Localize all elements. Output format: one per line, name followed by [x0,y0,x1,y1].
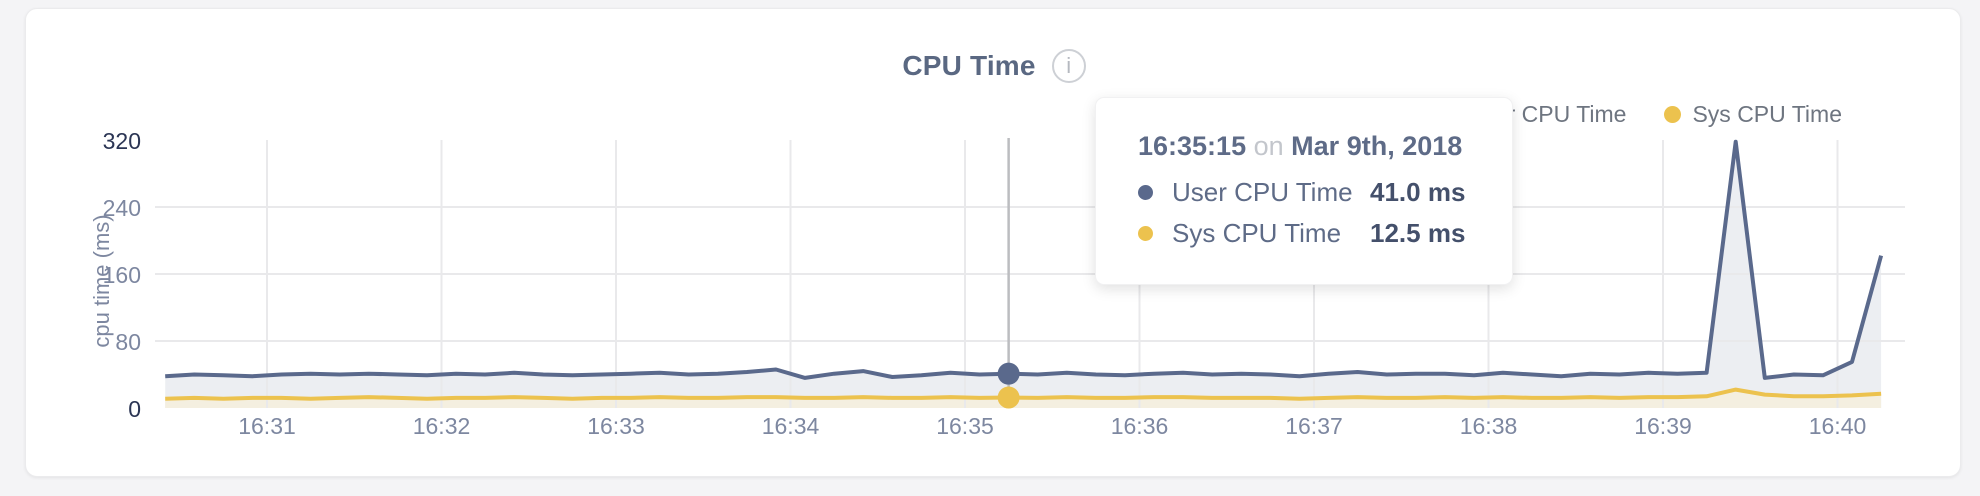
x-axis-tick: 16:32 [413,413,471,439]
x-axis-tick: 16:40 [1809,413,1867,439]
x-axis-tick: 16:36 [1111,413,1169,439]
user-series-dot-icon [1138,185,1153,200]
tooltip-time: 16:35:15 [1138,131,1247,161]
tooltip-date: Mar 9th, 2018 [1291,131,1463,161]
tooltip-row-user: User CPU Time 41.0 ms [1138,177,1512,208]
tooltip-row-sys: Sys CPU Time 12.5 ms [1138,218,1512,249]
y-axis-tick: 80 [115,329,141,355]
sys-series-dot-icon [1138,226,1153,241]
tooltip-series-value: 12.5 ms [1370,218,1466,248]
tooltip-series-label: User CPU Time [1172,177,1353,207]
tooltip-series-value: 41.0 ms [1370,177,1466,207]
chart-tooltip: 16:35:15 on Mar 9th, 2018 User CPU Time … [1095,97,1513,285]
sys-series-swatch-icon [1664,106,1682,123]
x-axis-tick: 16:34 [762,413,820,439]
x-axis-tick: 16:38 [1460,413,1518,439]
info-icon[interactable]: i [1051,49,1086,83]
series-line-user [165,139,1884,380]
hover-point-user[interactable] [997,362,1020,385]
tooltip-conjunction: on [1253,131,1284,161]
series-line-sys [165,387,1882,401]
x-axis-tick: 16:31 [238,413,296,439]
y-axis-tick: 0 [128,396,141,422]
hover-point-sys[interactable] [997,386,1020,409]
tooltip-header: 16:35:15 on Mar 9th, 2018 [1138,131,1512,162]
x-axis-tick: 16:39 [1634,413,1692,439]
card-header: CPU Time i [26,49,1962,83]
legend-label: Sys CPU Time [1692,101,1842,127]
x-axis-tick: 16:33 [587,413,645,439]
x-axis-tick: 16:35 [936,413,994,439]
y-axis-tick: 160 [103,262,141,288]
y-axis-tick: 320 [103,128,141,154]
legend-item-sys[interactable]: Sys CPU Time [1664,101,1842,128]
tooltip-series-label: Sys CPU Time [1172,218,1342,248]
chart-title: CPU Time [902,50,1036,81]
series-area-user [165,141,1882,408]
x-axis-tick: 16:37 [1285,413,1343,439]
y-axis-tick: 240 [103,195,141,221]
